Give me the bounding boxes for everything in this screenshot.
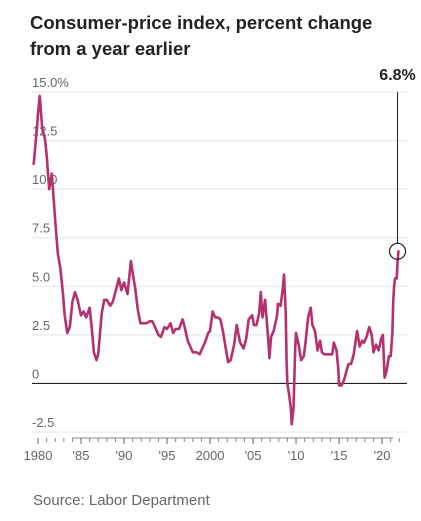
- annotation-circle: [388, 242, 407, 260]
- annotation-label: 6.8%: [379, 67, 415, 84]
- y-tick-label: 5.0: [32, 269, 50, 284]
- y-tick-label: -2.5: [32, 415, 54, 430]
- gridlines: [32, 91, 407, 433]
- x-tick-label: '90: [116, 448, 133, 463]
- x-tick-label: '15: [331, 448, 348, 463]
- x-tick-label: '05: [245, 448, 262, 463]
- x-tick-label: '95: [159, 448, 176, 463]
- y-tick-label: 7.5: [32, 221, 50, 236]
- annotation-layer: 6.8%: [379, 67, 416, 260]
- y-axis-tick-labels: 15.0%12.510.07.55.02.50-2.5: [32, 75, 69, 430]
- y-tick-label: 15.0%: [32, 75, 69, 90]
- cpi-series-line: [32, 94, 400, 426]
- x-axis: 1980 '85 '90 '95 2000 '05 '10 '15 '20: [24, 382, 407, 463]
- x-tick-label: '85: [73, 448, 90, 463]
- x-tick-label: '20: [374, 448, 391, 463]
- series-layer: [32, 94, 400, 426]
- chart-title: Consumer-price index, percent change fro…: [30, 12, 373, 59]
- x-tick-label: '10: [288, 448, 305, 463]
- x-tick-label: 1980: [24, 448, 53, 463]
- source-note: Source: Labor Department: [33, 492, 210, 509]
- y-tick-label: 0: [32, 366, 39, 381]
- y-tick-label: 2.5: [32, 318, 50, 333]
- y-tick-label: 12.5: [32, 124, 57, 139]
- x-tick-label: 2000: [196, 448, 225, 463]
